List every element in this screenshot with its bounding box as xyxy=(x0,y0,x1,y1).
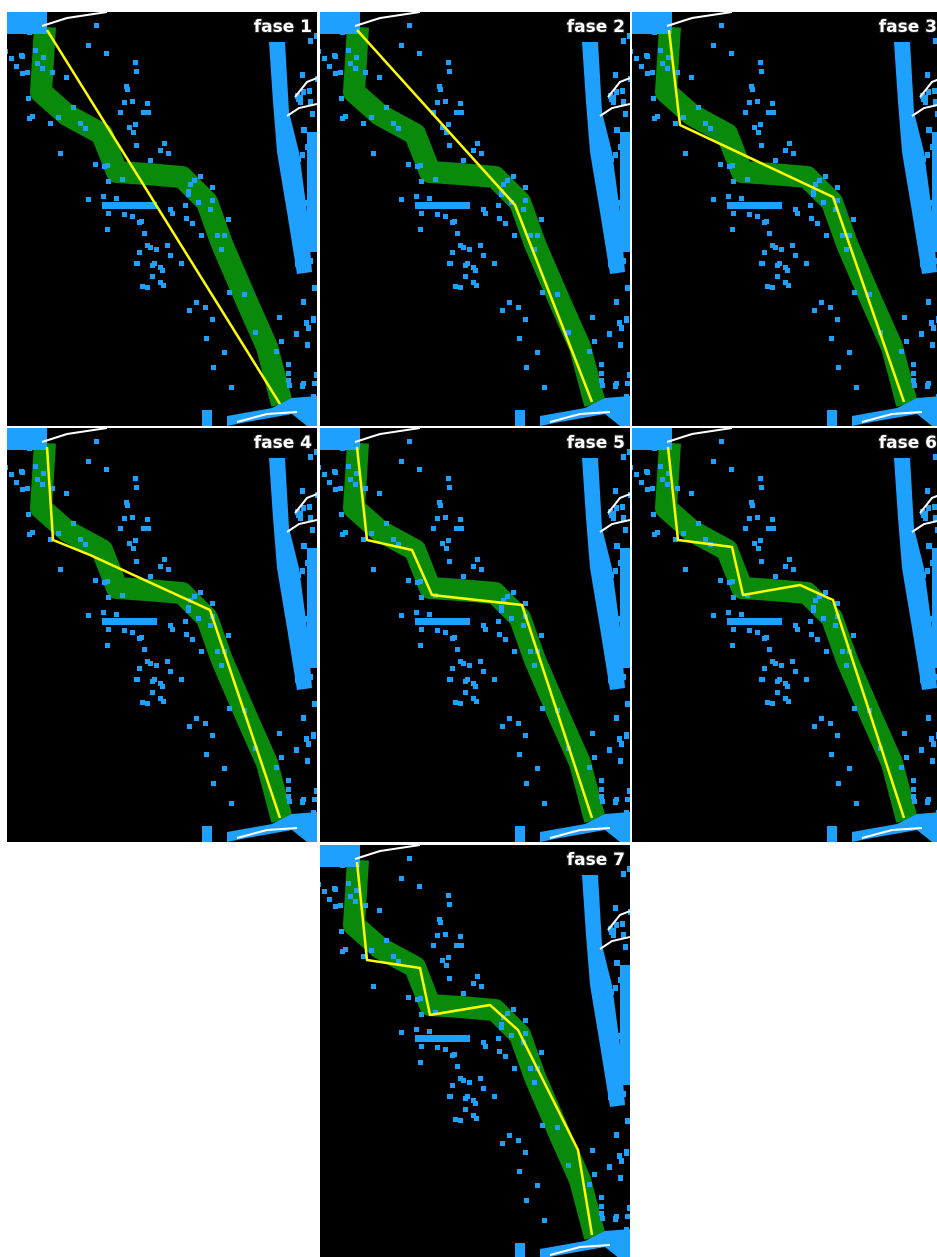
figure: fase 1 fase 2 fase 3 fase 4 fase 5 fase 6 fase… xyxy=(0,0,937,1257)
panel: fase 6 xyxy=(628,428,937,842)
panel: fase 4 xyxy=(3,428,334,842)
panel: fase 5 xyxy=(316,428,647,842)
map-image xyxy=(316,428,647,842)
map-image xyxy=(316,845,647,1257)
map-image xyxy=(316,12,647,426)
panel-label: fase 2 xyxy=(567,17,625,37)
panel-label: fase 4 xyxy=(254,433,312,453)
map-image xyxy=(3,428,334,842)
panel: fase 2 xyxy=(316,12,647,426)
panel-label: fase 3 xyxy=(879,17,937,37)
panel: fase 7 xyxy=(316,845,647,1257)
panel: fase 1 xyxy=(3,12,334,426)
panel-label: fase 1 xyxy=(254,17,312,37)
panel: fase 3 xyxy=(628,12,937,426)
map-image xyxy=(3,12,334,426)
page: fase 1 fase 2 fase 3 fase 4 fase 5 fase 6 fase… xyxy=(0,0,937,1257)
panel-label: fase 5 xyxy=(567,433,625,453)
panel-label: fase 7 xyxy=(567,850,625,870)
panel-label: fase 6 xyxy=(879,433,937,453)
